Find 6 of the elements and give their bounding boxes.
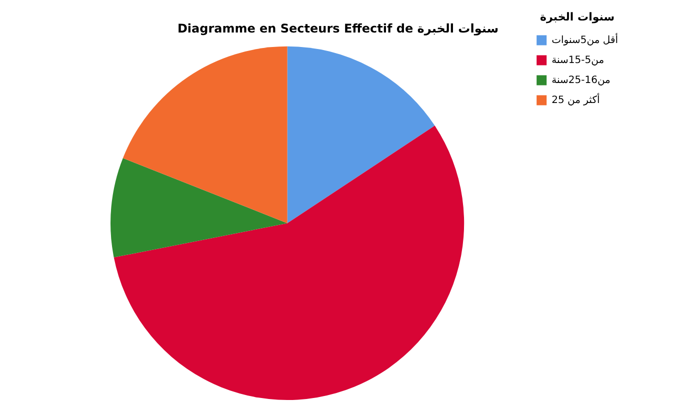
chart-title: Diagramme en Secteurs Effectif de سنوات الخبرة [177, 21, 499, 36]
legend-label: أقل من5سنوات [552, 32, 618, 46]
legend-label: أكثر من 25 [552, 92, 600, 106]
legend-title: سنوات الخبرة [540, 10, 615, 24]
legend-label: من16-25سنة [552, 74, 610, 86]
legend-label: من5-15سنة [552, 54, 604, 66]
